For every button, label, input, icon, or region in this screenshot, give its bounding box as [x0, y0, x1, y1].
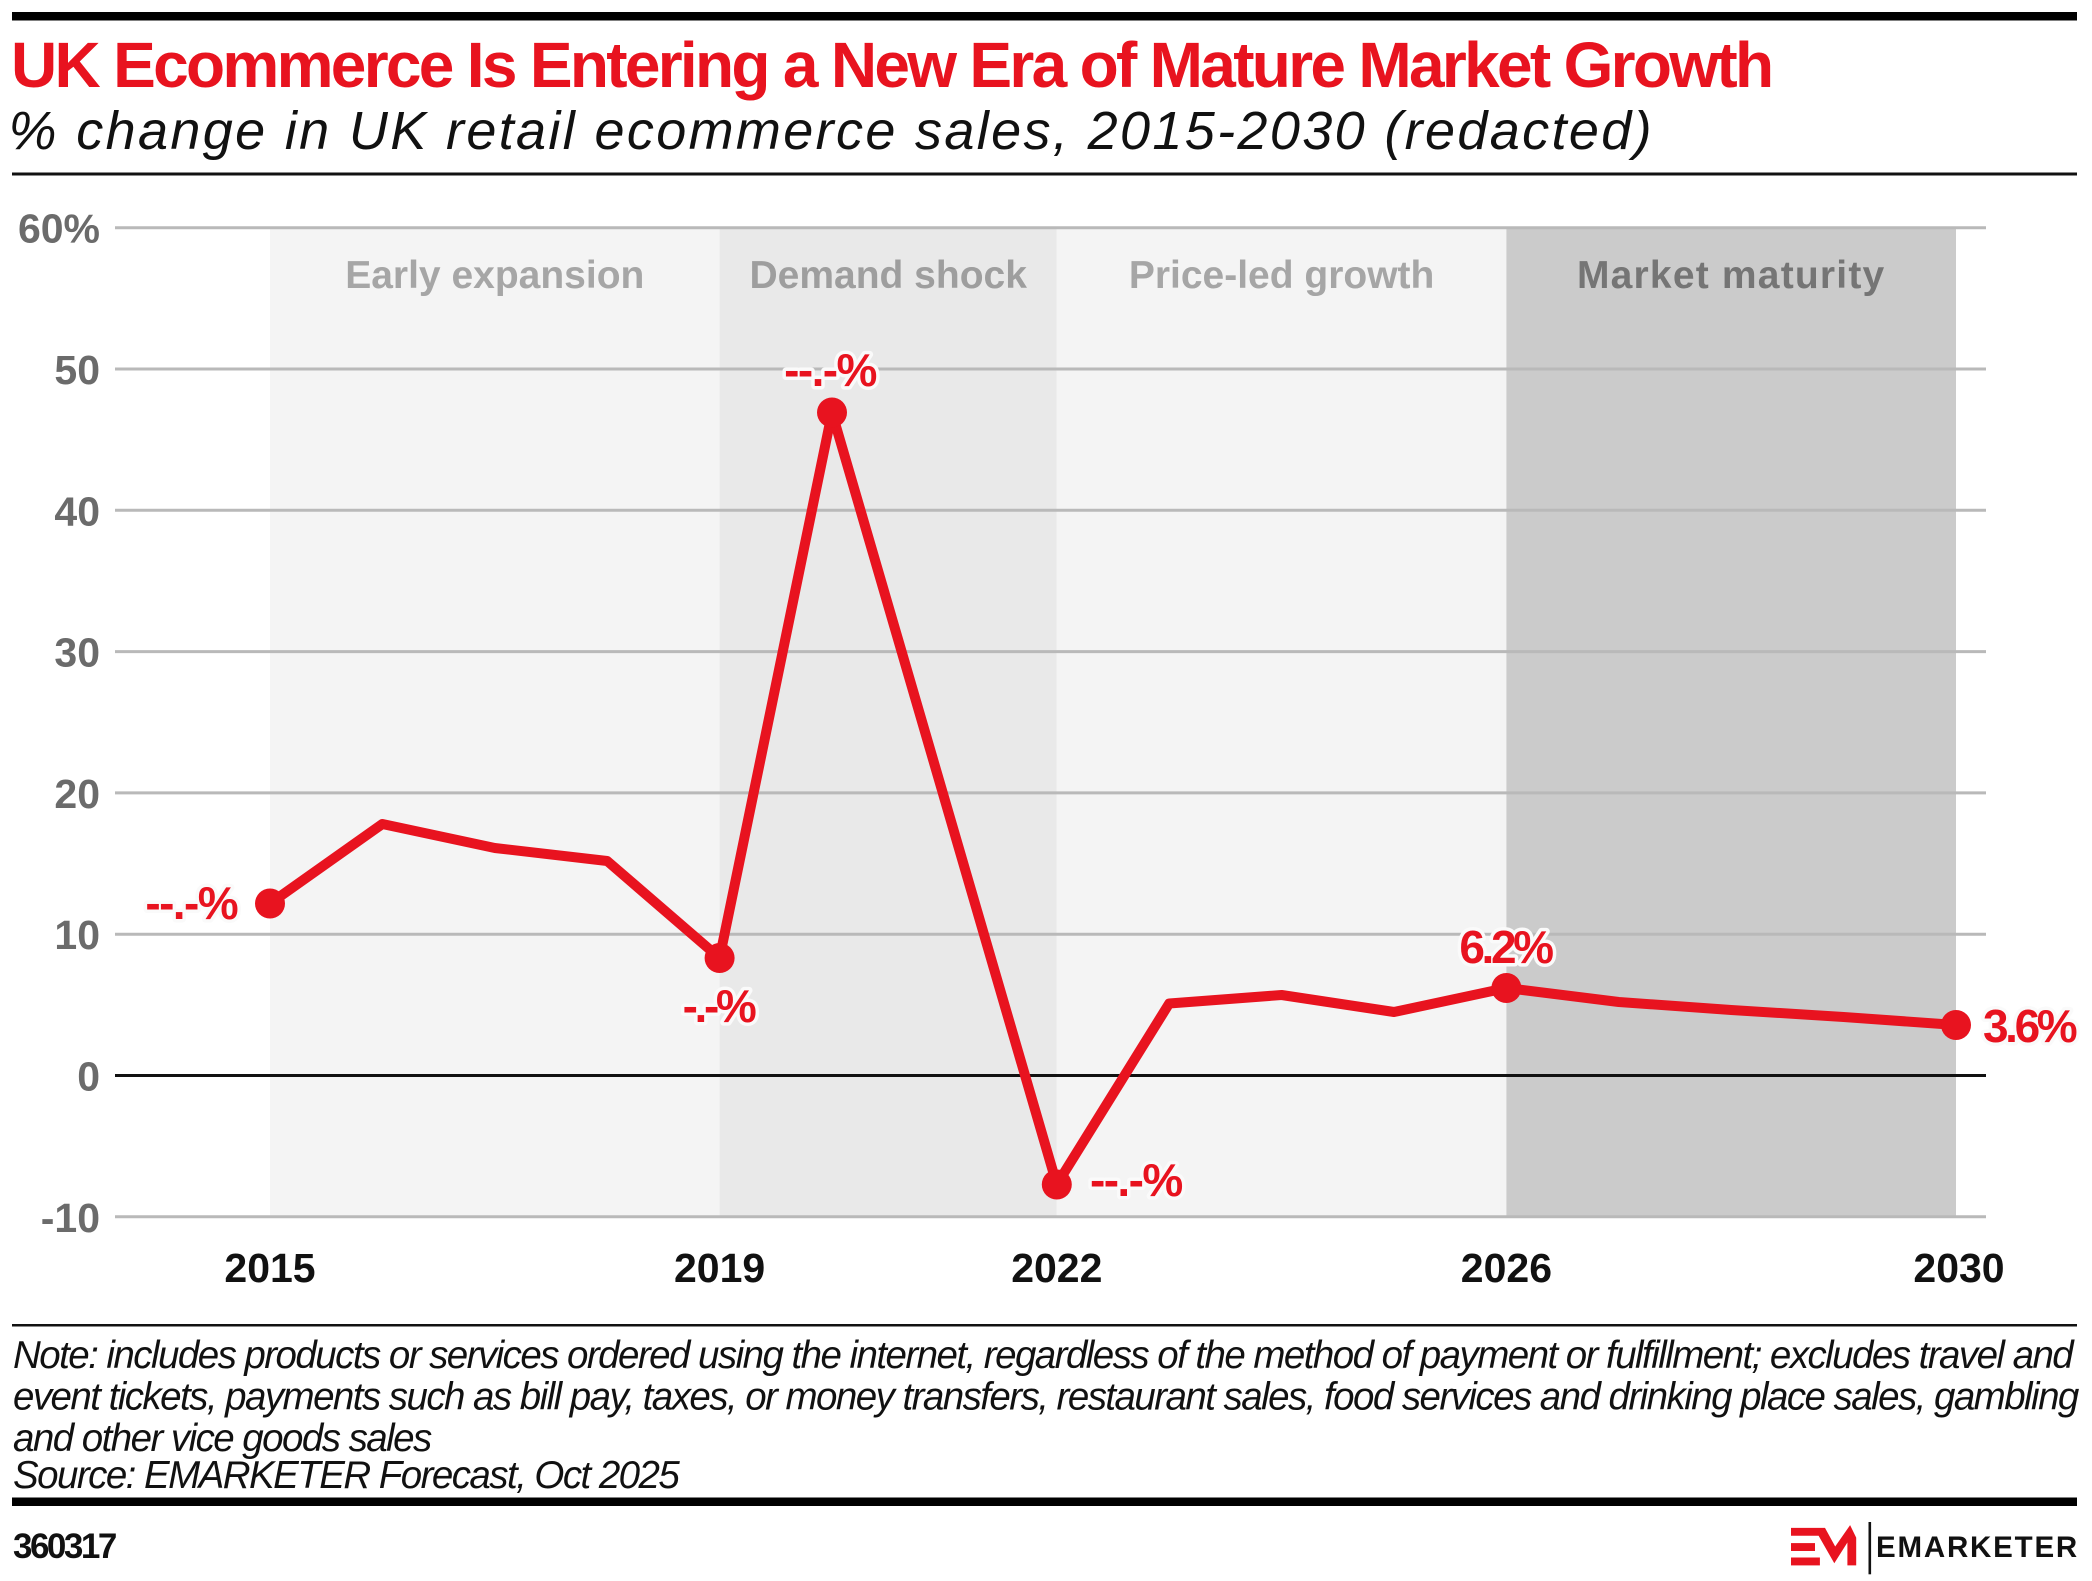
- svg-text:-.-%: -.-%: [683, 980, 756, 1032]
- svg-text:2022: 2022: [1011, 1245, 1102, 1291]
- svg-text:10: 10: [54, 912, 100, 958]
- svg-text:20: 20: [54, 771, 100, 817]
- svg-text:2019: 2019: [674, 1245, 765, 1291]
- svg-text:Demand shock: Demand shock: [749, 254, 1027, 297]
- svg-text:3.6%: 3.6%: [1983, 1000, 2077, 1052]
- svg-text:2026: 2026: [1461, 1245, 1552, 1291]
- svg-text:40: 40: [54, 488, 100, 534]
- svg-text:UK Ecommerce Is Entering a New: UK Ecommerce Is Entering a New Era of Ma…: [11, 29, 1771, 101]
- svg-text:% change in UK retail ecommerc: % change in UK retail ecommerce sales, 2…: [9, 101, 1654, 161]
- svg-text:Price-led growth: Price-led growth: [1129, 254, 1435, 297]
- svg-text:--.-%: --.-%: [1090, 1154, 1182, 1206]
- svg-text:EMARKETER: EMARKETER: [1876, 1531, 2079, 1564]
- svg-text:and other vice goods sales: and other vice goods sales: [13, 1417, 432, 1460]
- svg-text:0: 0: [77, 1054, 100, 1100]
- svg-text:6.2%: 6.2%: [1459, 921, 1553, 973]
- svg-text:Early expansion: Early expansion: [345, 254, 644, 297]
- svg-text:-10: -10: [41, 1195, 100, 1241]
- svg-text:30: 30: [54, 630, 100, 676]
- svg-text:360317: 360317: [13, 1527, 116, 1566]
- svg-text:--.-%: --.-%: [145, 877, 237, 929]
- svg-text:event tickets, payments such a: event tickets, payments such as bill pay…: [13, 1376, 2080, 1419]
- svg-text:2015: 2015: [224, 1245, 315, 1291]
- svg-text:2030: 2030: [1913, 1245, 2004, 1291]
- svg-text:60%: 60%: [18, 206, 100, 252]
- svg-text:50: 50: [54, 347, 100, 393]
- svg-text:Market maturity: Market maturity: [1577, 254, 1885, 297]
- svg-text:--.-%: --.-%: [784, 344, 876, 396]
- svg-text:Note: includes products or ser: Note: includes products or services orde…: [13, 1334, 2075, 1377]
- svg-text:Source: EMARKETER Forecast, Oc: Source: EMARKETER Forecast, Oct 2025: [13, 1454, 680, 1497]
